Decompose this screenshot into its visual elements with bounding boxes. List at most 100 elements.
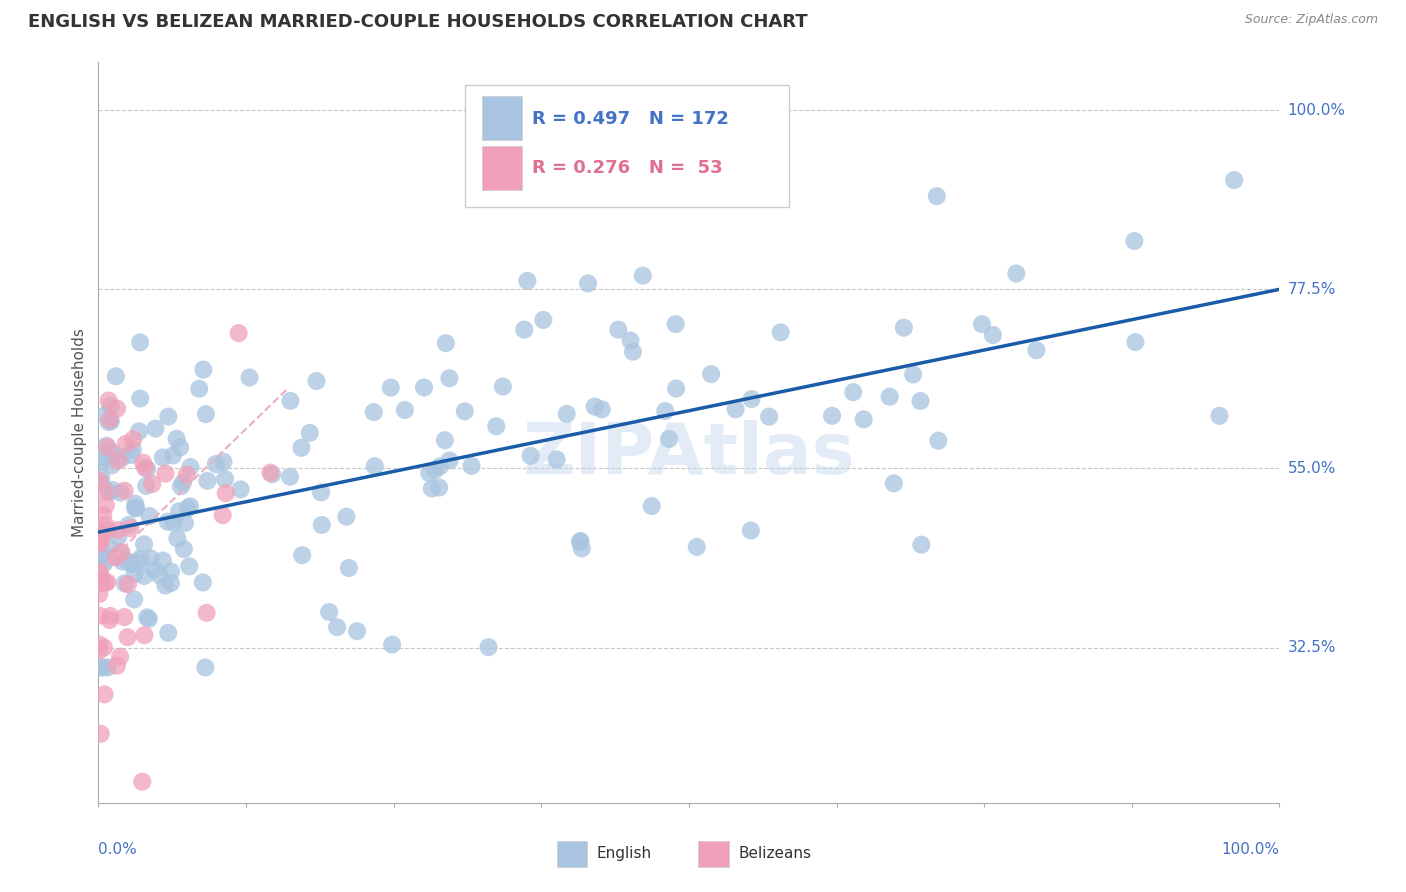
Point	[91, 454, 114, 468]
Point	[380, 381, 402, 395]
Point	[160, 576, 183, 591]
Point	[197, 474, 219, 488]
Point	[229, 483, 252, 497]
Point	[879, 390, 901, 404]
Point	[173, 541, 195, 556]
Point	[94, 575, 117, 590]
Point	[427, 481, 450, 495]
Text: 77.5%: 77.5%	[1288, 282, 1336, 297]
Point	[160, 565, 183, 579]
Point	[439, 371, 461, 385]
Point	[172, 475, 194, 490]
Point	[110, 545, 132, 559]
Point	[122, 442, 145, 457]
Point	[145, 421, 167, 435]
Point	[89, 587, 111, 601]
Point	[591, 402, 613, 417]
Point	[291, 548, 314, 562]
Point	[104, 550, 127, 565]
Text: English: English	[596, 847, 652, 862]
Point	[155, 578, 177, 592]
Point	[97, 415, 120, 429]
Point	[120, 521, 142, 535]
Point	[477, 640, 499, 655]
Point	[212, 455, 235, 469]
Point	[174, 516, 197, 530]
Point	[143, 562, 166, 576]
Point	[169, 441, 191, 455]
Point	[90, 475, 112, 490]
Point	[925, 189, 948, 203]
Point	[569, 535, 592, 549]
Point	[112, 610, 135, 624]
Point	[215, 486, 238, 500]
Point	[194, 407, 217, 421]
Point	[128, 424, 150, 438]
Point	[167, 504, 190, 518]
Point	[111, 450, 134, 465]
Point	[927, 434, 949, 448]
Point	[516, 274, 538, 288]
Point	[90, 574, 112, 589]
Point	[346, 624, 368, 639]
Text: 100.0%: 100.0%	[1222, 842, 1279, 856]
Point	[125, 501, 148, 516]
Point	[170, 479, 193, 493]
Point	[105, 401, 128, 416]
Point	[124, 497, 146, 511]
Point	[460, 458, 482, 473]
Point	[93, 687, 115, 701]
Point	[89, 566, 111, 580]
Point	[100, 541, 122, 556]
Point	[89, 536, 111, 550]
Point	[107, 530, 129, 544]
Point	[179, 459, 201, 474]
Text: 32.5%: 32.5%	[1288, 640, 1336, 655]
Point	[136, 462, 159, 476]
Point	[90, 470, 112, 484]
Point	[131, 774, 153, 789]
Point	[104, 549, 127, 563]
Point	[90, 450, 112, 465]
Point	[136, 610, 159, 624]
FancyBboxPatch shape	[464, 85, 789, 207]
Point	[132, 537, 155, 551]
Point	[309, 485, 332, 500]
Point	[195, 606, 218, 620]
Point	[91, 508, 114, 522]
Point	[129, 551, 152, 566]
Point	[191, 575, 214, 590]
Point	[546, 452, 568, 467]
Point	[177, 501, 200, 516]
Text: ENGLISH VS BELIZEAN MARRIED-COUPLE HOUSEHOLDS CORRELATION CHART: ENGLISH VS BELIZEAN MARRIED-COUPLE HOUSE…	[28, 13, 807, 31]
Point	[910, 394, 932, 409]
Point	[193, 362, 215, 376]
Point	[259, 466, 281, 480]
Point	[100, 458, 122, 473]
Point	[569, 533, 592, 548]
Point	[658, 432, 681, 446]
Point	[122, 592, 145, 607]
Point	[114, 576, 136, 591]
Point	[139, 551, 162, 566]
Point	[96, 575, 118, 590]
Point	[311, 518, 333, 533]
Point	[583, 400, 606, 414]
Point	[104, 369, 127, 384]
Point	[138, 508, 160, 523]
Point	[87, 525, 110, 540]
Point	[124, 567, 146, 582]
Point	[98, 609, 121, 624]
Y-axis label: Married-couple Households: Married-couple Households	[72, 328, 87, 537]
Point	[141, 477, 163, 491]
Point	[96, 439, 118, 453]
Point	[134, 460, 156, 475]
Point	[94, 408, 117, 422]
Point	[1025, 343, 1047, 358]
Point	[100, 414, 122, 428]
Point	[127, 555, 149, 569]
Point	[1125, 335, 1147, 350]
Point	[117, 555, 139, 569]
Text: Belizeans: Belizeans	[738, 847, 811, 862]
Point	[157, 625, 180, 640]
